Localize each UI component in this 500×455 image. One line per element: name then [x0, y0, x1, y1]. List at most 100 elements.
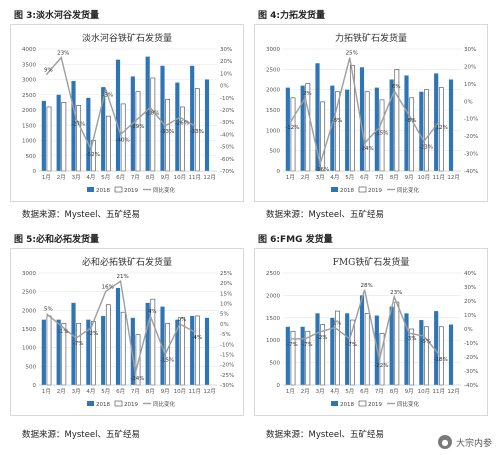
x-tick-label: 4月 [86, 388, 95, 395]
chart-title: 淡水河谷铁矿石发货量 [82, 32, 172, 44]
data-label: -3% [102, 92, 113, 98]
y2-tick-label: 5% [220, 312, 229, 318]
bar-2018 [41, 319, 46, 385]
bar-2019 [46, 106, 52, 172]
data-label: 28% [360, 283, 372, 289]
x-tick-label: 3月 [72, 174, 81, 181]
bar-2018 [285, 87, 290, 171]
bar-2019 [165, 99, 171, 172]
legend-label-2019: 2019 [368, 188, 382, 194]
figure-title-bhp: 图 5:必和必拓发货量 [14, 235, 99, 245]
y2-tick-label: 0% [220, 84, 229, 90]
y2-tick-label: -30% [220, 120, 234, 126]
data-label: -40% [115, 137, 129, 143]
y2-tick-label: -30% [220, 383, 234, 389]
x-tick-label: 7月 [375, 388, 384, 395]
x-tick-label: 5月 [345, 174, 354, 181]
data-label: -15% [160, 357, 174, 363]
data-label: 21% [116, 274, 128, 280]
y2-tick-label: 20% [220, 281, 232, 287]
y-tick-label: 1500 [22, 123, 36, 129]
data-label: -8% [406, 118, 417, 124]
y2-tick-label: -40% [464, 169, 478, 175]
y2-tick-label: -30% [464, 152, 478, 158]
figure-title-rio: 图 4:力拓发货量 [258, 11, 325, 21]
x-tick-label: 6月 [360, 388, 369, 395]
x-tick-label: 12月 [447, 174, 460, 181]
y2-tick-label: 10% [220, 302, 232, 308]
legend-swatch-2019 [114, 400, 123, 407]
bar-2018 [300, 85, 305, 171]
y2-tick-label: -20% [220, 363, 234, 369]
data-label: -22% [374, 363, 388, 369]
data-label: -52% [86, 152, 100, 158]
x-tick-label: 5月 [345, 388, 354, 395]
x-tick-label: 11月 [189, 388, 202, 395]
x-tick-label: 6月 [116, 388, 125, 395]
bar-2018 [86, 97, 91, 171]
data-label: 9% [44, 68, 53, 74]
data-label: -3% [406, 336, 417, 342]
data-label: 0% [178, 317, 187, 323]
chart-fmg: FMG铁矿石发货量 0 500 1000 1500 2000 2500 40% 30% 20% 10… [266, 256, 478, 408]
bar-2018 [345, 313, 350, 385]
y2-tick-label: -20% [464, 134, 478, 140]
legend-label-2019: 2019 [124, 188, 138, 194]
x-tick-label: 3月 [72, 388, 81, 395]
x-tick-label: 5月 [101, 174, 110, 181]
legend-label-2018: 2018 [340, 402, 354, 408]
x-tick-label: 1月 [286, 388, 295, 395]
bar-2019 [364, 91, 370, 172]
bar-2018 [204, 79, 210, 171]
x-tick-label: 10月 [174, 174, 187, 181]
y2-tick-label: -10% [220, 96, 234, 102]
data-label: 23% [57, 51, 69, 57]
y2-tick-label: 25% [220, 271, 232, 277]
y-tick-label: 2000 [22, 108, 36, 114]
yoy-line [45, 56, 196, 152]
legend-swatch-2019 [358, 186, 367, 193]
legend-label-yoy: 同比变化 [153, 186, 176, 194]
x-tick-label: 12月 [203, 388, 216, 395]
y-tick-label: 2000 [266, 88, 280, 94]
legend-swatch-2018 [331, 187, 338, 192]
x-tick-label: 10月 [174, 388, 187, 395]
y2-tick-label: -20% [220, 108, 234, 114]
data-label: -7% [73, 341, 84, 347]
bar-2018 [145, 302, 150, 385]
data-label: 23% [390, 290, 402, 296]
y2-tick-label: -10% [464, 117, 478, 123]
watermark: ● 大宗内参 [437, 435, 492, 449]
y-tick-label: 2500 [266, 67, 280, 73]
x-tick-label: 11月 [433, 174, 446, 181]
data-label: -23% [419, 144, 433, 150]
bar-2018 [315, 313, 320, 385]
y2-tick-label: -20% [464, 355, 478, 361]
bar-2019 [290, 97, 296, 172]
y-tick-label: 3000 [266, 47, 280, 53]
data-label: 1% [333, 321, 342, 327]
data-label: -12% [434, 125, 448, 131]
x-tick-label: 5月 [101, 388, 110, 395]
legend-label-2018: 2018 [96, 402, 110, 408]
y2-tick-label: 20% [464, 64, 476, 70]
y2-tick-label: -40% [464, 383, 478, 389]
x-tick-label: 8月 [390, 174, 399, 181]
legend-label-yoy: 同比变化 [397, 400, 420, 408]
y2-tick-label: -40% [220, 132, 234, 138]
data-label: 5% [44, 307, 53, 313]
x-tick-label: 2月 [57, 174, 66, 181]
bar-2018 [190, 315, 195, 385]
bar-2019 [150, 77, 156, 172]
legend-swatch-2018 [331, 401, 338, 406]
chart-title: 力拓铁矿石发货量 [335, 32, 407, 44]
data-label: -7% [287, 342, 298, 348]
y-tick-label: 4000 [22, 47, 36, 53]
chart-title: FMG铁矿石发货量 [333, 256, 410, 268]
data-label: 25% [346, 51, 358, 57]
y2-tick-label: 40% [464, 271, 476, 277]
bar-2018 [56, 94, 61, 171]
x-tick-label: 9月 [161, 388, 170, 395]
y-tick-label: 1500 [266, 316, 280, 322]
bar-2019 [105, 115, 111, 172]
